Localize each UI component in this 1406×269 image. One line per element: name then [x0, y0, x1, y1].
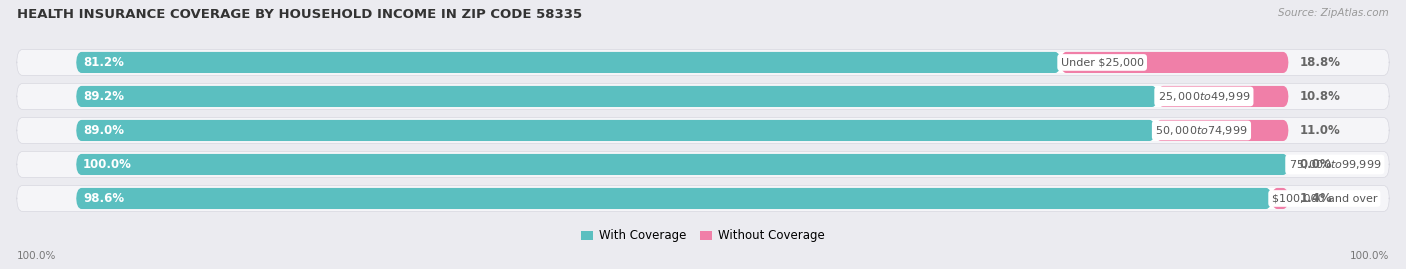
Text: 100.0%: 100.0%	[83, 158, 132, 171]
FancyBboxPatch shape	[76, 188, 1271, 209]
FancyBboxPatch shape	[76, 86, 1289, 107]
FancyBboxPatch shape	[76, 188, 1289, 209]
Text: 89.2%: 89.2%	[83, 90, 124, 103]
FancyBboxPatch shape	[76, 52, 1060, 73]
Text: 1.4%: 1.4%	[1299, 192, 1333, 205]
Text: 11.0%: 11.0%	[1299, 124, 1340, 137]
FancyBboxPatch shape	[1157, 86, 1289, 107]
FancyBboxPatch shape	[76, 120, 1156, 141]
Text: 89.0%: 89.0%	[83, 124, 124, 137]
Text: $50,000 to $74,999: $50,000 to $74,999	[1156, 124, 1247, 137]
FancyBboxPatch shape	[1271, 188, 1289, 209]
FancyBboxPatch shape	[76, 52, 1289, 73]
Text: 98.6%: 98.6%	[83, 192, 124, 205]
FancyBboxPatch shape	[17, 151, 1389, 177]
Text: $25,000 to $49,999: $25,000 to $49,999	[1157, 90, 1250, 103]
FancyBboxPatch shape	[17, 84, 1389, 109]
FancyBboxPatch shape	[1060, 52, 1289, 73]
Text: Source: ZipAtlas.com: Source: ZipAtlas.com	[1278, 8, 1389, 18]
Text: 81.2%: 81.2%	[83, 56, 124, 69]
Text: 0.0%: 0.0%	[1299, 158, 1333, 171]
FancyBboxPatch shape	[17, 49, 1389, 75]
Text: $100,000 and over: $100,000 and over	[1271, 193, 1376, 203]
Text: $75,000 to $99,999: $75,000 to $99,999	[1289, 158, 1381, 171]
FancyBboxPatch shape	[1156, 120, 1289, 141]
Text: 100.0%: 100.0%	[1350, 251, 1389, 261]
Text: 18.8%: 18.8%	[1299, 56, 1341, 69]
Text: HEALTH INSURANCE COVERAGE BY HOUSEHOLD INCOME IN ZIP CODE 58335: HEALTH INSURANCE COVERAGE BY HOUSEHOLD I…	[17, 8, 582, 21]
FancyBboxPatch shape	[76, 154, 1289, 175]
FancyBboxPatch shape	[76, 120, 1289, 141]
FancyBboxPatch shape	[17, 118, 1389, 143]
Text: 10.8%: 10.8%	[1299, 90, 1340, 103]
Legend: With Coverage, Without Coverage: With Coverage, Without Coverage	[576, 225, 830, 247]
FancyBboxPatch shape	[17, 186, 1389, 211]
Text: Under $25,000: Under $25,000	[1060, 58, 1143, 68]
FancyBboxPatch shape	[76, 154, 1289, 175]
FancyBboxPatch shape	[76, 86, 1157, 107]
Text: 100.0%: 100.0%	[17, 251, 56, 261]
